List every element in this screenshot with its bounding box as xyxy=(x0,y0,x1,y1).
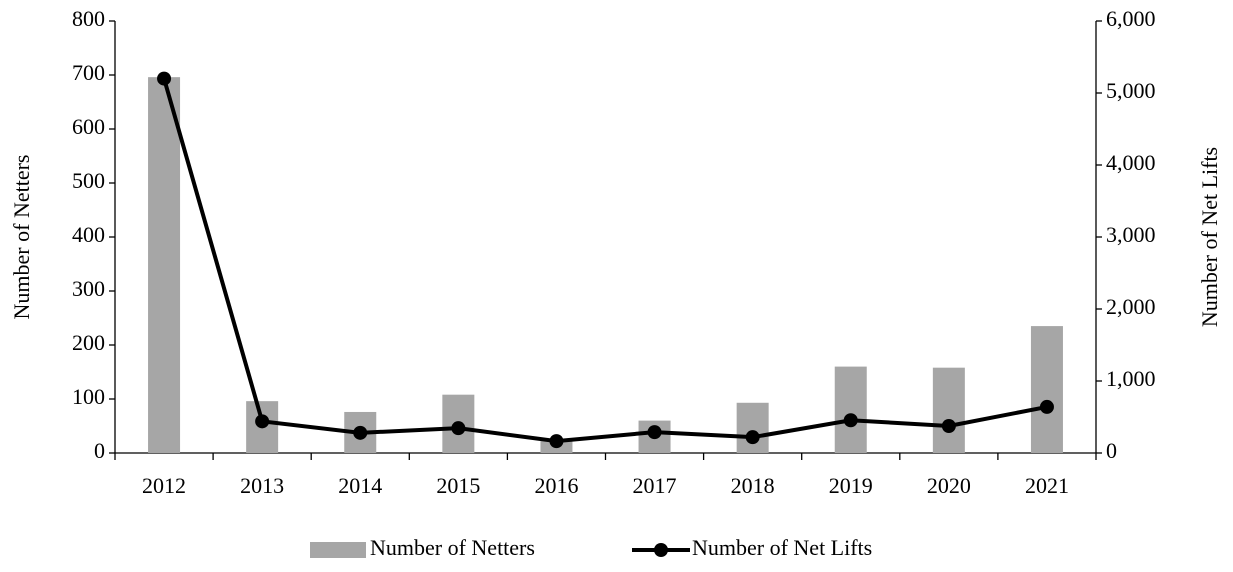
y2-tick-label: 1,000 xyxy=(1106,366,1156,391)
line-marker xyxy=(843,413,858,428)
x-tick-label: 2017 xyxy=(633,473,677,498)
line-marker xyxy=(549,434,564,449)
y2-axis-title: Number of Net Lifts xyxy=(1197,147,1222,327)
y2-tick-label: 0 xyxy=(1106,438,1117,463)
y-tick-label: 100 xyxy=(72,384,105,409)
bar xyxy=(932,367,965,453)
y-axis-title: Number of Netters xyxy=(9,155,34,320)
bar xyxy=(148,77,181,453)
bar xyxy=(1030,326,1063,453)
legend-label: Number of Net Lifts xyxy=(692,535,872,560)
legend-marker xyxy=(654,543,668,557)
line xyxy=(162,78,1048,444)
line-marker xyxy=(255,414,270,429)
line-marker xyxy=(745,430,760,445)
y-tick-label: 600 xyxy=(72,114,105,139)
x-tick-label: 2018 xyxy=(731,473,775,498)
line-marker xyxy=(941,419,956,433)
x-tick-label: 2020 xyxy=(927,473,971,498)
line-marker xyxy=(157,71,172,86)
x-tick-label: 2021 xyxy=(1025,473,1069,498)
y-tick-label: 400 xyxy=(72,222,105,247)
x-tick-label: 2014 xyxy=(338,473,382,498)
x-tick-label: 2016 xyxy=(534,473,578,498)
y2-tick-label: 3,000 xyxy=(1106,222,1156,247)
x-tick-label: 2019 xyxy=(829,473,873,498)
y-tick-label: 800 xyxy=(72,6,105,31)
y2-tick-label: 2,000 xyxy=(1106,294,1156,319)
y2-tick-label: 5,000 xyxy=(1106,78,1156,103)
x-tick-label: 2013 xyxy=(240,473,284,498)
x-tick-label: 2015 xyxy=(436,473,480,498)
line-marker xyxy=(451,421,466,436)
y-tick-label: 0 xyxy=(94,438,105,463)
line-marker xyxy=(647,425,662,440)
bar xyxy=(736,402,769,453)
y-tick-label: 200 xyxy=(72,330,105,355)
x-tick-label: 2012 xyxy=(142,473,186,498)
line-marker xyxy=(353,425,368,440)
bar xyxy=(834,366,867,453)
y-tick-label: 300 xyxy=(72,276,105,301)
legend-swatch xyxy=(310,542,366,558)
y2-tick-label: 6,000 xyxy=(1106,6,1156,31)
legend-label: Number of Netters xyxy=(370,535,535,560)
y-tick-label: 500 xyxy=(72,168,105,193)
y2-tick-label: 4,000 xyxy=(1106,150,1156,175)
line-marker xyxy=(1039,399,1054,414)
y-tick-label: 700 xyxy=(72,60,105,85)
